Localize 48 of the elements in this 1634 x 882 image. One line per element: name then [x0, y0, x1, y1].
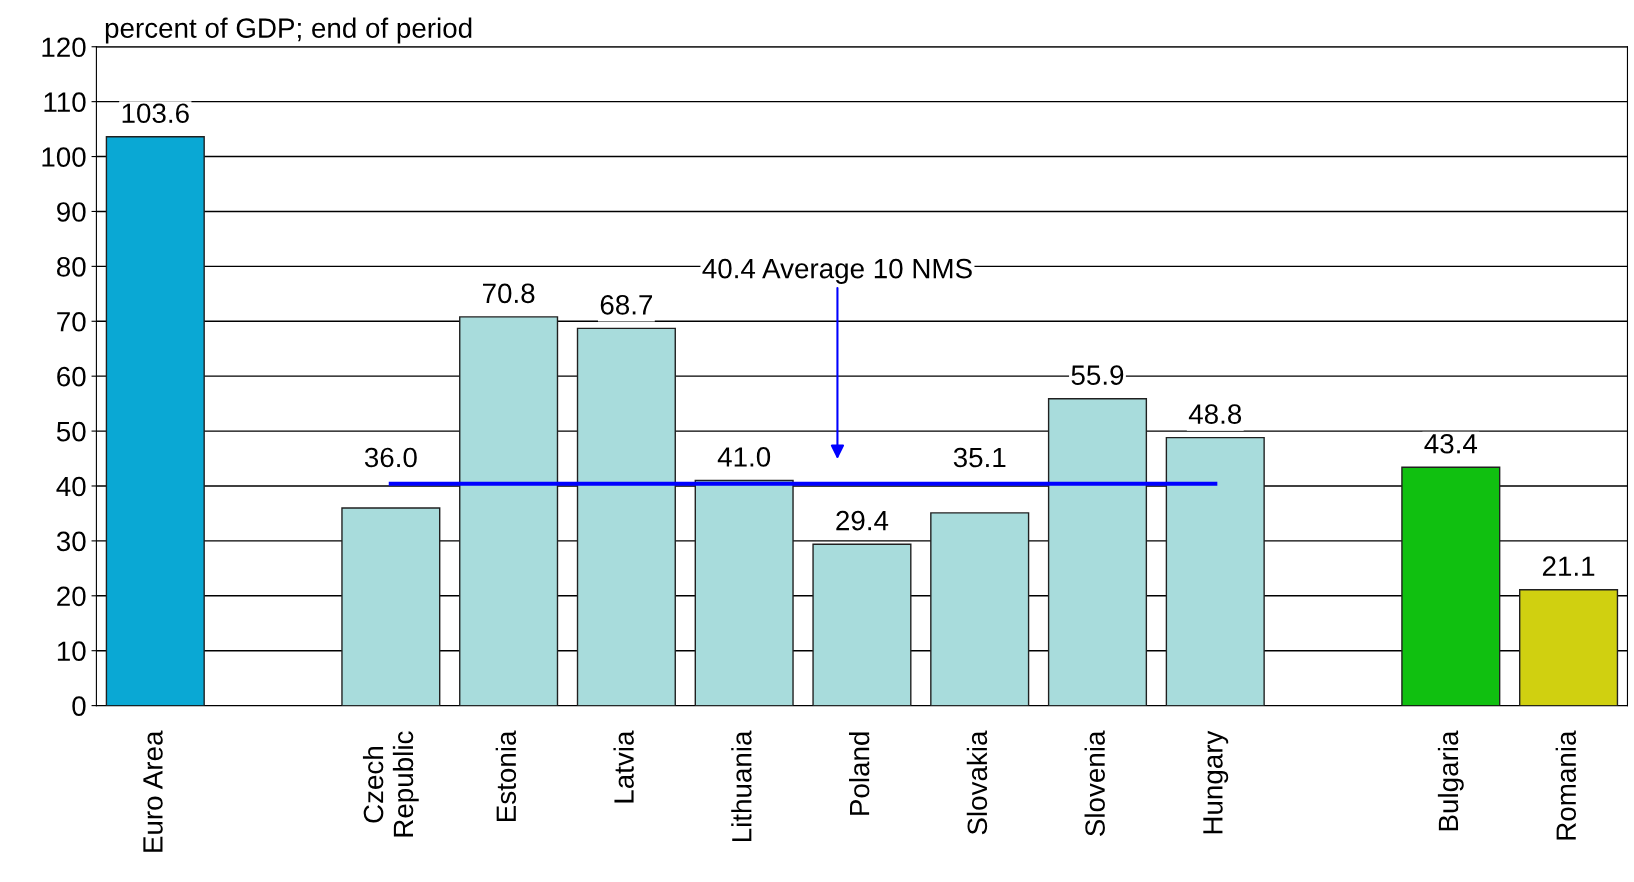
data-label: 55.9 — [1071, 365, 1124, 385]
bar — [694, 479, 794, 706]
bar — [930, 512, 1030, 706]
x-tick-label: Euro Area — [143, 730, 163, 852]
data-label: 35.1 — [953, 447, 1006, 468]
bar — [105, 136, 205, 706]
bar — [1165, 436, 1265, 706]
y-tick-label: 30 — [56, 531, 86, 552]
x-tick-label: Hungary — [1203, 730, 1229, 834]
y-tick-label: 60 — [57, 366, 86, 387]
data-label: 70.8 — [483, 283, 535, 304]
y-tick-label: 90 — [57, 202, 86, 222]
data-label: 103.6 — [122, 103, 189, 124]
x-tick-label: Romania — [1555, 730, 1577, 840]
bar — [576, 327, 676, 706]
y-tick-label: 40 — [56, 476, 86, 497]
y-tick-label: 80 — [57, 257, 86, 277]
bar — [812, 543, 912, 706]
x-tick-label: Poland — [848, 732, 870, 815]
x-tick-label: Lithuania — [731, 730, 752, 842]
bar — [1401, 466, 1501, 706]
bar — [1047, 397, 1148, 706]
y-tick-label: 50 — [56, 421, 86, 442]
x-tick-label: Latvia — [613, 730, 634, 803]
y-tick-label: 110 — [44, 92, 86, 112]
x-tick-label: Slovenia — [1084, 730, 1105, 836]
data-label: 43.4 — [1424, 433, 1478, 454]
y-tick-label: 10 — [57, 641, 86, 662]
bar — [341, 507, 441, 706]
y-axis-title: percent of GDP; end of period — [105, 17, 472, 44]
data-label: 48.8 — [1188, 404, 1242, 424]
bar — [459, 316, 559, 706]
data-label: 68.7 — [600, 295, 653, 315]
x-tick-label: Estonia — [495, 730, 517, 821]
y-tick-label: 0 — [72, 696, 86, 716]
y-tick-label: 70 — [57, 311, 86, 332]
y-tick-label: 20 — [57, 586, 86, 607]
data-label: 29.4 — [836, 510, 889, 531]
y-tick-label: 120 — [42, 37, 86, 58]
x-tick-label: Czech Republic — [362, 731, 419, 837]
x-tick-label: Bulgaria — [1437, 730, 1464, 831]
data-label: 41.0 — [717, 447, 771, 467]
x-tick-label: Slovakia — [966, 730, 988, 835]
y-tick-label: 100 — [42, 147, 86, 167]
data-label: 36.0 — [364, 447, 417, 468]
bar — [1519, 589, 1619, 706]
annotation: 40.4 Average 10 NMS — [702, 258, 972, 284]
data-label: 21.1 — [1542, 556, 1595, 576]
